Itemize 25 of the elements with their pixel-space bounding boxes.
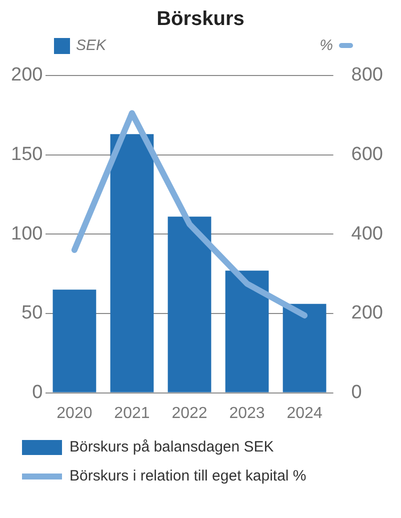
y2-tick-label: 400 (351, 223, 383, 244)
chart-title: Börskurs (156, 8, 246, 31)
x-tick-label: 2023 (229, 404, 265, 422)
y-tick-label: 150 (11, 144, 43, 165)
y-axis-title: SEK (76, 37, 106, 54)
x-tick-label: 2022 (172, 404, 208, 422)
y2-axis-title: % (320, 37, 333, 54)
bar (225, 270, 269, 392)
bar (110, 134, 154, 392)
y-tick-label: 0 (32, 382, 43, 404)
y2-tick-label: 800 (351, 64, 383, 86)
y2-tick-label: 200 (351, 302, 383, 324)
x-tick-label: 2020 (56, 404, 92, 422)
y-tick-label: 50 (22, 302, 43, 324)
legend-label: Börskurs på balansdagen SEK (70, 438, 274, 456)
y2-tick-label: 0 (351, 382, 362, 404)
y2-tick-label: 600 (351, 144, 383, 165)
y-tick-label: 100 (11, 223, 43, 244)
bar (52, 290, 96, 392)
bar (168, 216, 212, 392)
bar (282, 304, 326, 392)
x-tick-label: 2021 (114, 404, 150, 422)
x-tick-label: 2024 (286, 404, 322, 422)
y-tick-label: 200 (11, 64, 43, 86)
legend-label: Börskurs i relation till eget kapital % (70, 468, 306, 485)
